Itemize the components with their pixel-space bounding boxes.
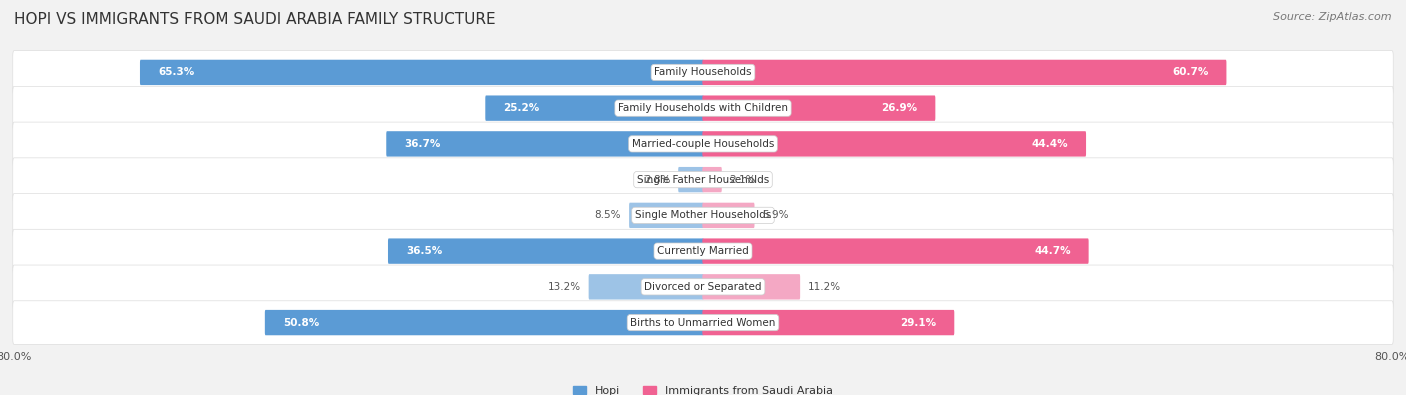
- FancyBboxPatch shape: [703, 203, 755, 228]
- FancyBboxPatch shape: [485, 96, 703, 121]
- Text: Family Households with Children: Family Households with Children: [619, 103, 787, 113]
- FancyBboxPatch shape: [703, 60, 1226, 85]
- Text: 36.5%: 36.5%: [406, 246, 441, 256]
- FancyBboxPatch shape: [264, 310, 703, 335]
- FancyBboxPatch shape: [703, 310, 955, 335]
- FancyBboxPatch shape: [703, 167, 721, 192]
- Text: 13.2%: 13.2%: [547, 282, 581, 292]
- Text: Married-couple Households: Married-couple Households: [631, 139, 775, 149]
- Text: 5.9%: 5.9%: [762, 211, 789, 220]
- Text: 2.1%: 2.1%: [730, 175, 756, 184]
- FancyBboxPatch shape: [13, 158, 1393, 201]
- Text: Single Mother Households: Single Mother Households: [636, 211, 770, 220]
- FancyBboxPatch shape: [13, 229, 1393, 273]
- FancyBboxPatch shape: [141, 60, 703, 85]
- Text: 44.7%: 44.7%: [1033, 246, 1071, 256]
- Text: HOPI VS IMMIGRANTS FROM SAUDI ARABIA FAMILY STRUCTURE: HOPI VS IMMIGRANTS FROM SAUDI ARABIA FAM…: [14, 12, 496, 27]
- FancyBboxPatch shape: [388, 239, 703, 264]
- Text: Births to Unmarried Women: Births to Unmarried Women: [630, 318, 776, 327]
- Text: 26.9%: 26.9%: [882, 103, 918, 113]
- FancyBboxPatch shape: [13, 301, 1393, 344]
- Text: Divorced or Separated: Divorced or Separated: [644, 282, 762, 292]
- FancyBboxPatch shape: [703, 131, 1085, 156]
- FancyBboxPatch shape: [13, 122, 1393, 166]
- Text: 8.5%: 8.5%: [595, 211, 621, 220]
- Text: 50.8%: 50.8%: [283, 318, 319, 327]
- Text: 25.2%: 25.2%: [503, 103, 540, 113]
- Text: Currently Married: Currently Married: [657, 246, 749, 256]
- FancyBboxPatch shape: [589, 274, 703, 299]
- Text: 11.2%: 11.2%: [808, 282, 841, 292]
- FancyBboxPatch shape: [678, 167, 703, 192]
- FancyBboxPatch shape: [703, 96, 935, 121]
- Text: 44.4%: 44.4%: [1032, 139, 1069, 149]
- Text: Source: ZipAtlas.com: Source: ZipAtlas.com: [1274, 12, 1392, 22]
- FancyBboxPatch shape: [13, 194, 1393, 237]
- FancyBboxPatch shape: [13, 265, 1393, 308]
- Text: 60.7%: 60.7%: [1173, 68, 1209, 77]
- Legend: Hopi, Immigrants from Saudi Arabia: Hopi, Immigrants from Saudi Arabia: [574, 386, 832, 395]
- FancyBboxPatch shape: [703, 274, 800, 299]
- Text: Single Father Households: Single Father Households: [637, 175, 769, 184]
- FancyBboxPatch shape: [13, 87, 1393, 130]
- Text: 29.1%: 29.1%: [900, 318, 936, 327]
- Text: 65.3%: 65.3%: [157, 68, 194, 77]
- FancyBboxPatch shape: [628, 203, 703, 228]
- Text: 2.8%: 2.8%: [644, 175, 671, 184]
- FancyBboxPatch shape: [703, 239, 1088, 264]
- FancyBboxPatch shape: [387, 131, 703, 156]
- Text: Family Households: Family Households: [654, 68, 752, 77]
- FancyBboxPatch shape: [13, 51, 1393, 94]
- Text: 36.7%: 36.7%: [404, 139, 440, 149]
